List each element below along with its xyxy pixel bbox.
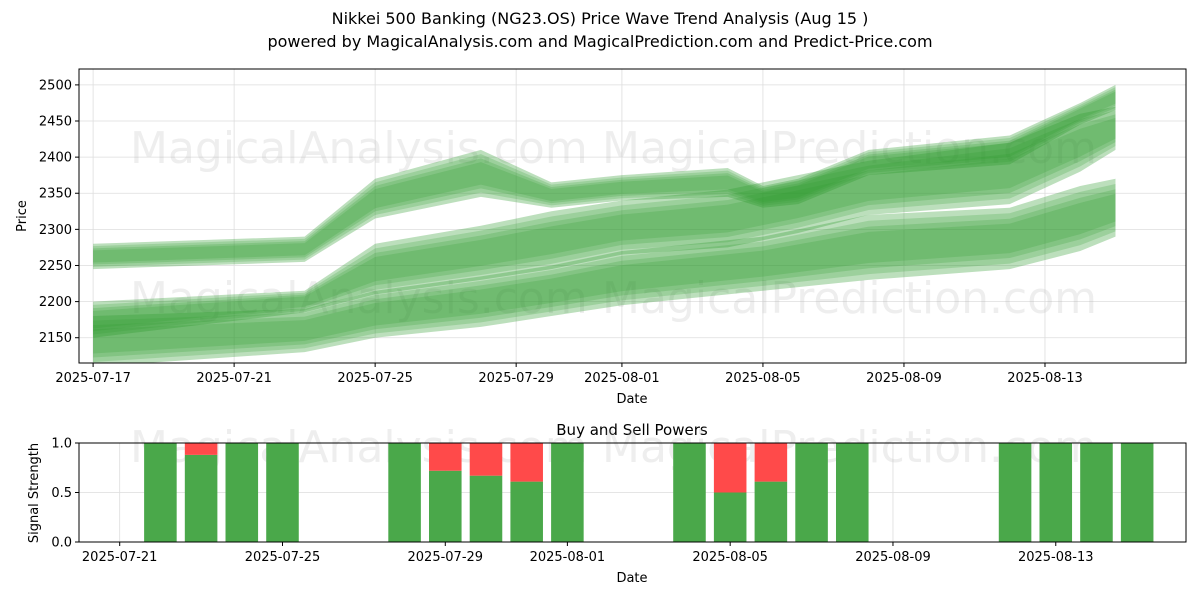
price-bands xyxy=(93,84,1116,363)
watermark-left: MagicalAnalysis.com xyxy=(130,273,588,324)
power-axis-ticks: 2025-07-21 2025-07-25 2025-07-29 2025-08-01… xyxy=(51,437,1093,566)
price-band-short-term xyxy=(93,87,1116,267)
price-plot-background xyxy=(79,69,1186,363)
buy-bar xyxy=(429,470,462,542)
price-band-layer xyxy=(93,84,1116,363)
price-y-tick-label: 2400 xyxy=(39,151,72,166)
price-band-short-term xyxy=(93,84,1116,270)
buy-bar xyxy=(998,443,1032,542)
price-y-tick-label: 2500 xyxy=(39,78,72,93)
price-y-tick-label: 2200 xyxy=(39,295,72,310)
price-y-tick-label: 2150 xyxy=(39,331,72,346)
power-x-tick-label: 2025-08-13 xyxy=(1018,550,1094,565)
price-y-tick-label: 2250 xyxy=(39,259,72,274)
price-band-long-term xyxy=(93,189,1116,358)
price-band-mid-term xyxy=(93,117,1116,329)
price-y-tick-label: 2450 xyxy=(39,115,72,130)
buy-bar xyxy=(673,443,706,542)
price-x-tick-label: 2025-07-29 xyxy=(478,371,554,386)
price-x-tick-label: 2025-07-21 xyxy=(196,371,272,386)
price-y-tick-label: 2300 xyxy=(39,223,72,238)
price-band-long-term xyxy=(93,178,1116,363)
power-bars xyxy=(144,443,1154,542)
price-x-tick-label: 2025-07-25 xyxy=(337,371,413,386)
power-x-axis-label: Date xyxy=(616,571,647,586)
buy-bar xyxy=(551,443,584,542)
buy-bar xyxy=(713,492,747,542)
price-y-axis-label: Price xyxy=(15,200,30,232)
sell-bar xyxy=(754,443,788,482)
watermark-right: MagicalPrediction.com xyxy=(602,273,1097,324)
power-plot-frame xyxy=(78,442,1187,543)
buy-bar xyxy=(1120,443,1154,542)
price-x-tick-label: 2025-08-05 xyxy=(725,371,801,386)
buy-bar xyxy=(469,475,503,542)
buy-bar xyxy=(144,443,177,542)
power-y-tick-label: 1.0 xyxy=(51,437,72,452)
price-axis-ticks: 2025-07-17 2025-07-21 2025-07-25 2025-07-29… xyxy=(39,78,1083,386)
price-grid xyxy=(79,69,1186,363)
buy-bar xyxy=(388,443,421,542)
buy-bar xyxy=(510,481,543,542)
price-x-tick-label: 2025-08-09 xyxy=(866,371,942,386)
power-title: Buy and Sell Powers xyxy=(556,421,708,439)
power-x-tick-label: 2025-08-01 xyxy=(530,550,606,565)
buy-bar xyxy=(754,481,788,542)
sell-bar xyxy=(429,443,462,471)
chart-title: Nikkei 500 Banking (NG23.OS) Price Wave … xyxy=(331,9,869,28)
buy-bar xyxy=(1039,443,1073,542)
power-y-tick-label: 0.5 xyxy=(51,486,72,501)
price-band-long-term xyxy=(93,193,1116,354)
sell-bar xyxy=(469,443,503,476)
buy-bar xyxy=(225,443,259,542)
buy-bar xyxy=(266,443,299,542)
power-x-tick-label: 2025-08-09 xyxy=(855,550,931,565)
power-y-axis-label: Signal Strength xyxy=(27,443,42,543)
price-x-tick-label: 2025-08-01 xyxy=(584,371,660,386)
sell-bar xyxy=(713,443,747,493)
price-band-long-term xyxy=(93,183,1116,363)
power-x-tick-label: 2025-07-29 xyxy=(408,550,484,565)
price-band-mid-term xyxy=(93,114,1116,332)
price-panel: MagicalAnalysis.com MagicalPrediction.co… xyxy=(15,68,1187,407)
price-band-mid-term xyxy=(93,110,1116,335)
price-y-tick-label: 2350 xyxy=(39,187,72,202)
buy-bar xyxy=(1080,443,1113,542)
sell-bar xyxy=(510,443,543,482)
power-x-tick-label: 2025-07-25 xyxy=(245,550,321,565)
buy-bar xyxy=(795,443,828,542)
power-x-tick-label: 2025-08-05 xyxy=(692,550,768,565)
power-y-tick-label: 0.0 xyxy=(51,536,72,551)
power-panel: Buy and Sell Powers MagicalAnalysis.com … xyxy=(27,421,1187,586)
price-band-short-term xyxy=(93,89,1116,265)
power-x-tick-label: 2025-07-21 xyxy=(82,550,158,565)
price-band-mid-term xyxy=(93,106,1116,338)
price-x-tick-label: 2025-07-17 xyxy=(55,371,131,386)
buy-bar xyxy=(835,443,869,542)
price-x-tick-label: 2025-08-13 xyxy=(1007,371,1083,386)
price-band-short-term xyxy=(93,91,1116,263)
watermark-left: MagicalAnalysis.com xyxy=(130,123,588,174)
chart-subtitle: powered by MagicalAnalysis.com and Magic… xyxy=(267,32,933,51)
sell-bar xyxy=(184,443,218,455)
watermark-right: MagicalPrediction.com xyxy=(602,123,1097,174)
price-plot-frame xyxy=(78,68,1187,364)
buy-bar xyxy=(184,454,218,542)
price-x-axis-label: Date xyxy=(616,392,647,407)
